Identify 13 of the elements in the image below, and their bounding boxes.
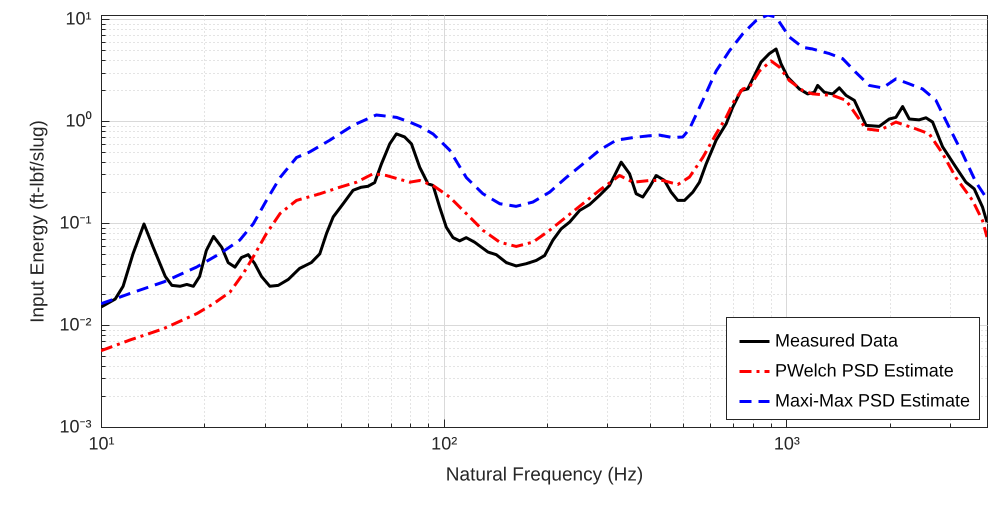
x-tick-label: 10² xyxy=(431,434,458,454)
x-tick-label: 10¹ xyxy=(88,434,115,454)
legend-label: PWelch PSD Estimate xyxy=(775,360,954,380)
y-tick-label: 10⁻¹ xyxy=(59,212,92,233)
y-tick-label: 10⁻³ xyxy=(59,416,92,436)
legend-label: Maxi-Max PSD Estimate xyxy=(775,390,970,410)
y-axis-title: Input Energy (ft-lbf/slug) xyxy=(27,120,48,323)
x-axis-title: Natural Frequency (Hz) xyxy=(446,464,644,486)
legend-label: Measured Data xyxy=(775,330,900,350)
y-tick-label: 10⁰ xyxy=(65,110,92,131)
y-tick-label: 10⁻² xyxy=(59,314,92,335)
y-tick-label: 10¹ xyxy=(65,8,92,29)
x-tick-label: 10³ xyxy=(774,434,800,454)
